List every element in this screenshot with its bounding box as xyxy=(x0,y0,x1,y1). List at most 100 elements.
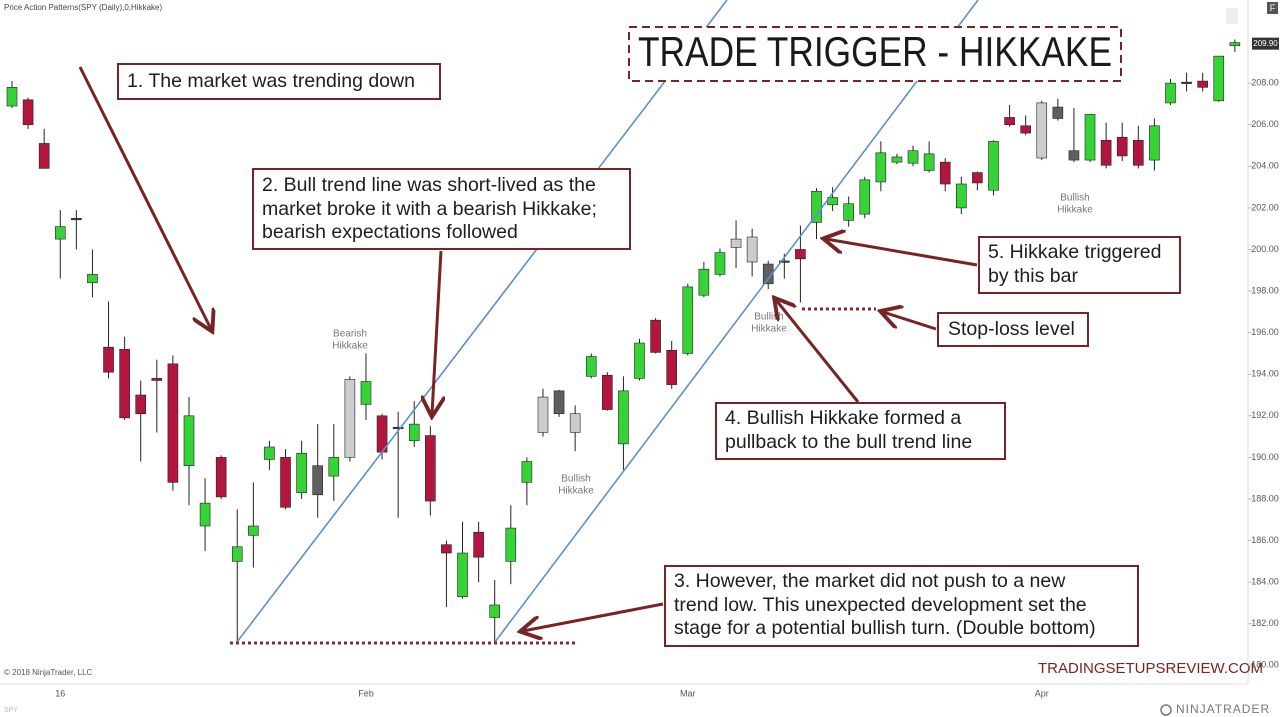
y-tick-label: 196.00 xyxy=(1251,327,1279,337)
candle-body xyxy=(714,252,726,275)
candle-body xyxy=(843,203,854,221)
candle-body xyxy=(312,465,324,496)
annotation: pullback to the bull trend line xyxy=(725,431,972,453)
f-icon-label: F xyxy=(1270,3,1276,13)
candle-body xyxy=(457,552,468,597)
pattern-label: Hikkake xyxy=(558,486,594,497)
annotation-box xyxy=(664,565,1139,647)
candle-body xyxy=(1036,102,1048,159)
candle-body xyxy=(1213,55,1225,102)
arrow xyxy=(78,66,211,329)
last-price-label: 209.90 xyxy=(1253,39,1278,48)
annotation: 4. Bullish Hikkake formed a xyxy=(725,407,961,429)
candle-body xyxy=(1116,136,1128,157)
pattern-label: Bullish xyxy=(754,312,783,323)
trend-lines xyxy=(230,0,979,645)
candle-body xyxy=(151,378,163,381)
candle-body xyxy=(569,413,581,433)
annotation-box xyxy=(937,312,1089,347)
trend-line xyxy=(494,0,979,643)
candle-body xyxy=(537,396,549,433)
candle-body xyxy=(972,172,983,184)
candle-body xyxy=(473,531,484,558)
candle-body xyxy=(875,152,887,183)
candle-body xyxy=(71,217,82,221)
candle-body xyxy=(762,263,774,285)
annotation-box xyxy=(117,63,441,100)
trend-line xyxy=(236,0,728,643)
candle-body xyxy=(505,527,517,562)
candle-body xyxy=(167,363,179,483)
y-tick-label: 180.00 xyxy=(1251,660,1279,670)
annotation: 3. However, the market did not push to a… xyxy=(674,570,1066,592)
candle-body xyxy=(199,502,211,527)
candle-body xyxy=(1133,140,1144,166)
symbol: SPY xyxy=(4,707,18,714)
y-tick-label: 200.00 xyxy=(1251,244,1279,254)
candle-body xyxy=(280,457,291,508)
candle-body xyxy=(1020,125,1031,134)
candle-body xyxy=(521,461,533,483)
candle-body xyxy=(1165,82,1176,104)
candle-body xyxy=(119,348,130,419)
pattern-label: Hikkake xyxy=(332,341,368,352)
candle-body xyxy=(634,342,645,379)
candle-body xyxy=(489,604,501,618)
candle-body xyxy=(183,415,195,467)
y-tick-label: 204.00 xyxy=(1251,161,1279,171)
y-tick-label: 182.00 xyxy=(1251,618,1279,628)
candle-body xyxy=(1004,117,1015,126)
candle-body xyxy=(248,525,259,536)
x-tick-label: Mar xyxy=(680,688,696,698)
arrow xyxy=(776,300,860,403)
annotation: 2. Bull trend line was short-lived as th… xyxy=(262,174,596,196)
candle-body xyxy=(264,446,275,460)
annotation: Stop-loss level xyxy=(948,318,1075,340)
arrow xyxy=(826,239,978,267)
pattern-labels: Bearish Hikkake Bullish Hikkake Bullish … xyxy=(332,193,1093,497)
candle-body xyxy=(923,153,935,171)
candle-body xyxy=(585,356,597,377)
candle-body xyxy=(215,457,227,498)
candle-body xyxy=(441,544,452,554)
x-tick-label: Feb xyxy=(358,688,374,698)
y-tick-label: 192.00 xyxy=(1251,410,1279,420)
annotation: 1. The market was trending down xyxy=(127,70,415,92)
last-price-marker xyxy=(1252,37,1279,50)
candle-body xyxy=(1149,125,1160,161)
x-tick-label: Apr xyxy=(1035,688,1049,698)
candle-body xyxy=(730,238,742,248)
candle-body xyxy=(666,350,677,385)
chart-header: Price Action Patterns(SPY (Daily),0,Hikk… xyxy=(4,3,162,12)
arrow xyxy=(523,602,664,631)
candle-body xyxy=(650,319,661,353)
annotation: bearish expectations followed xyxy=(262,221,518,243)
candle-body xyxy=(6,87,18,107)
candle-body xyxy=(328,457,340,477)
annotation-box xyxy=(715,402,1006,460)
candle-body xyxy=(425,435,436,502)
annotation: market broke it with a bearish Hikkake; xyxy=(262,198,597,220)
f-icon xyxy=(1267,2,1278,14)
candle-body xyxy=(746,236,758,263)
y-tick-label: 184.00 xyxy=(1251,577,1279,587)
candle-body xyxy=(392,426,404,430)
annotation-box xyxy=(978,236,1181,294)
candle-body xyxy=(956,183,967,209)
candle-body xyxy=(602,374,613,410)
candle-body xyxy=(38,143,50,169)
arrows xyxy=(78,66,978,631)
logo-icon xyxy=(1160,704,1172,716)
arrow xyxy=(883,312,937,331)
candle-body xyxy=(135,394,147,415)
candle-body xyxy=(296,452,307,494)
y-tick-label: 206.00 xyxy=(1251,119,1279,129)
pattern-label: Bullish xyxy=(1060,193,1089,204)
y-tick-label: 194.00 xyxy=(1251,369,1279,379)
x-tick-label: 16 xyxy=(55,688,65,698)
candle-body xyxy=(408,423,420,442)
candle-body xyxy=(795,249,806,260)
annotation-box xyxy=(252,168,631,250)
candle-body xyxy=(103,346,114,373)
